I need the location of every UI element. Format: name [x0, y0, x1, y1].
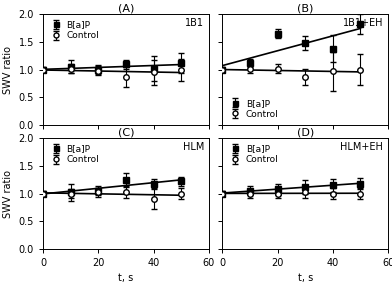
Y-axis label: SWV ratio: SWV ratio [3, 45, 13, 94]
Text: HLM+EH: HLM+EH [340, 142, 383, 152]
X-axis label: t, s: t, s [298, 273, 313, 283]
Title: (D): (D) [296, 128, 314, 137]
Title: (A): (A) [118, 3, 134, 13]
Legend: B[a]P, Control: B[a]P, Control [48, 19, 101, 42]
Text: HLM: HLM [183, 142, 204, 152]
Legend: B[a]P, Control: B[a]P, Control [227, 143, 280, 166]
Y-axis label: SWV ratio: SWV ratio [3, 170, 13, 218]
Title: (C): (C) [118, 128, 134, 137]
Text: 1B1: 1B1 [185, 18, 204, 28]
Legend: B[a]P, Control: B[a]P, Control [48, 143, 101, 166]
X-axis label: t, s: t, s [118, 273, 134, 283]
Legend: B[a]P, Control: B[a]P, Control [227, 97, 280, 120]
Title: (B): (B) [297, 3, 313, 13]
Text: 1B1+EH: 1B1+EH [343, 18, 383, 28]
